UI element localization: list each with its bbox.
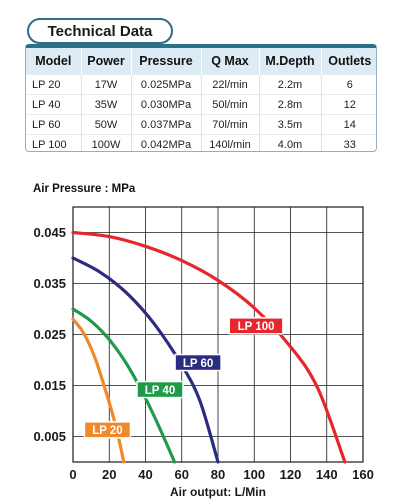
table-cell: 6	[321, 74, 376, 95]
table-cell: 0.030MPa	[131, 94, 202, 115]
x-tick-label: 160	[352, 467, 374, 482]
series-label-text: LP 100	[238, 321, 275, 333]
x-tick-label: 100	[243, 467, 265, 482]
series-label-box	[228, 317, 284, 335]
table-row: LP 100 100W 0.042MPa 140l/min 4.0m 33	[26, 134, 376, 151]
x-tick-label: 40	[138, 467, 152, 482]
column-header: Pressure	[131, 48, 202, 75]
table-cell: 0.025MPa	[131, 74, 202, 95]
series-label-text: LP 20	[92, 425, 122, 437]
y-tick-label: 0.035	[33, 276, 66, 291]
series-label-box	[174, 353, 222, 372]
x-tick-label: 60	[175, 467, 189, 482]
tech-data-table-container: Model Power Pressure Q Max M.Depth Outle…	[25, 44, 377, 152]
table-cell: 3.5m	[259, 114, 322, 135]
table-cell: 14	[321, 114, 376, 135]
column-header: Model	[26, 48, 82, 75]
table-row: LP 60 50W 0.037MPa 70l/min 3.5m 14	[26, 114, 376, 135]
section-title-tab: Technical Data	[27, 18, 173, 44]
series-line-lp-40	[71, 307, 177, 464]
series-line-lp-100	[71, 230, 347, 464]
table-cell: 70l/min	[201, 114, 260, 135]
table-cell: 4.0m	[259, 134, 322, 151]
table-cell: 0.037MPa	[131, 114, 202, 135]
series-label-box	[83, 421, 132, 439]
table-cell: 140l/min	[201, 134, 260, 151]
series-label-lp-100: LP 100	[228, 317, 284, 335]
table-cell: 100W	[81, 134, 132, 151]
table-row: LP 20 17W 0.025MPa 22l/min 2.2m 6	[26, 74, 376, 95]
table-cell: LP 20	[26, 74, 82, 95]
tech-data-table: Model Power Pressure Q Max M.Depth Outle…	[26, 48, 376, 151]
x-tick-label: 140	[316, 467, 338, 482]
series-label-lp-20: LP 20	[83, 421, 132, 439]
series-label-text: LP 40	[145, 385, 175, 397]
section-title: Technical Data	[47, 22, 153, 40]
column-header: Outlets	[321, 48, 376, 75]
series-label-box	[136, 380, 184, 399]
table-cell: 2.8m	[259, 94, 322, 115]
series-label-lp-60: LP 60	[174, 353, 222, 372]
table-cell: LP 40	[26, 94, 82, 115]
x-tick-label: 0	[69, 467, 76, 482]
x-tick-label: 80	[211, 467, 225, 482]
x-tick-label: 20	[102, 467, 116, 482]
series-label-text: LP 60	[183, 358, 213, 370]
table-row: LP 40 35W 0.030MPa 50l/min 2.8m 12	[26, 94, 376, 115]
table-cell: 2.2m	[259, 74, 322, 95]
y-tick-label: 0.025	[33, 327, 66, 342]
x-tick-label: 120	[280, 467, 302, 482]
table-cell: 50l/min	[201, 94, 260, 115]
table-cell: 17W	[81, 74, 132, 95]
column-header: Power	[81, 48, 132, 75]
y-tick-label: 0.015	[33, 378, 66, 393]
table-cell: 50W	[81, 114, 132, 135]
table-header-row: Model Power Pressure Q Max M.Depth Outle…	[26, 48, 376, 75]
table-cell: 35W	[81, 94, 132, 115]
column-header: M.Depth	[259, 48, 322, 75]
table-cell: 0.042MPa	[131, 134, 202, 151]
table-cell: LP 100	[26, 134, 82, 151]
table-cell: 12	[321, 94, 376, 115]
table-cell: 33	[321, 134, 376, 151]
chart-y-title: Air Pressure : MPa	[33, 183, 136, 195]
column-header: Q Max	[201, 48, 260, 75]
x-axis-title: Air output: L/Min	[170, 485, 266, 499]
table-cell: LP 60	[26, 114, 82, 135]
y-tick-label: 0.045	[33, 225, 66, 240]
series-line-lp-60	[71, 256, 220, 464]
series-label-lp-40: LP 40	[136, 380, 184, 399]
y-tick-label: 0.005	[33, 429, 66, 444]
table-cell: 22l/min	[201, 74, 260, 95]
